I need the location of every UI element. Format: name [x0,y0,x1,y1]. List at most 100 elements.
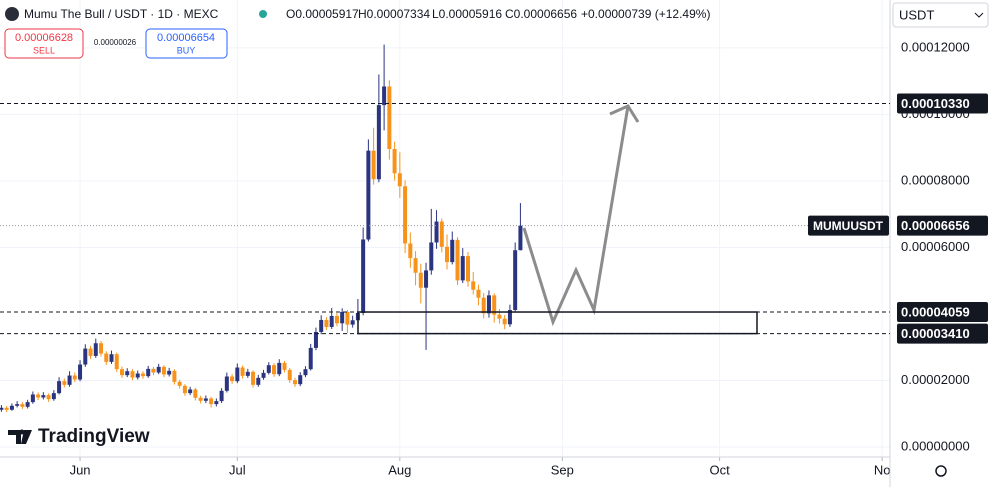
candle-body [303,369,308,376]
sell-price: 0.00006628 [15,32,73,44]
overlay: 0.00010330 0.00004059 0.00003410 MUMUUSDT 0.… [0,93,988,344]
projection-arrow [522,105,630,327]
support-zone [357,311,758,335]
candle-body [67,375,72,385]
arrow-head [609,104,640,123]
candle-body [371,150,376,180]
candle-body [350,320,355,325]
candle-body [403,186,408,244]
plot [0,44,523,413]
candle-body [445,246,450,263]
candle-body [308,347,313,370]
candle-body [245,371,250,376]
level-tag [897,323,988,344]
candle-body [20,404,25,407]
candle-body [298,375,303,385]
y-tick-label: 0.00006000 [901,239,970,254]
candle-body [324,319,329,327]
y-tick-label: 0.00000000 [901,438,970,453]
dropdown-caret [974,12,984,18]
candle-body [151,368,156,373]
candle-body [497,314,502,319]
candle-body [109,354,114,362]
candle-body [387,86,392,150]
buy-label: BUY [177,45,196,55]
candle-body [502,318,507,325]
candle-body [376,105,381,180]
x-tick-label: Aug [388,462,411,477]
candle-body [0,407,4,410]
x-tick-label: Oct [710,462,731,477]
ohlc-close: C0.00006656 [505,7,577,21]
status-dot [259,10,267,18]
sell-label: SELL [33,45,55,55]
candle-body [57,381,62,394]
level-tag [897,93,988,114]
candle-body [93,343,98,356]
ohlc-change: +0.00000739 (+12.49%) [581,7,710,21]
candle-body [125,371,130,376]
level-label: 0.00004059 [901,304,970,319]
candle-body [455,239,460,281]
candle-body [256,377,261,385]
settings-icon[interactable] [935,465,947,477]
candle-body [188,389,193,394]
currency: USDT [899,7,934,22]
candle-body [240,367,245,376]
candle-body [513,250,518,310]
candle-body [224,376,229,391]
candle-body [230,376,235,382]
candle-body [424,270,429,288]
candle-body [114,354,119,370]
symbol-tag [808,215,889,236]
last-price-tag [897,215,988,236]
candle-body [177,381,182,386]
candle-body [198,397,203,401]
candle-body [460,256,465,281]
candle-body [182,385,187,394]
spread: 0.00000026 [94,38,137,47]
candle-body [78,364,83,380]
candle-body [30,394,35,403]
ohlc-open: O0.00005917 [286,7,359,21]
y-tick-label: 0.00012000 [901,39,970,54]
buy-button[interactable] [145,28,228,59]
level-label: 0.00003410 [901,326,970,341]
candle-body [140,373,145,377]
candle-body [119,369,124,376]
candle-body [88,348,93,356]
sell-button[interactable] [4,28,84,59]
y-tick-label: 0.00002000 [901,372,970,387]
candle-body [41,395,46,398]
candle-body [235,367,240,382]
candle-body [135,373,140,378]
candle-body [486,295,491,314]
candle-body [450,239,455,263]
candle-body [434,221,439,243]
x-tick-label: No [874,462,891,477]
candle-body [272,365,277,375]
candle-body [130,371,135,378]
ohlc-low: L0.00005916 [432,7,502,21]
candle-body [193,389,198,398]
candle-body [104,353,109,362]
candle-body [481,297,486,314]
currency-select[interactable] [892,2,989,28]
x-tick-label: Sep [551,462,574,477]
candle-body [203,398,208,401]
brand-logo-dot [19,429,25,435]
candle-body [392,149,397,174]
candle-body [429,242,434,271]
candle-body [51,393,56,400]
candle-body [261,372,266,378]
candle-body [292,380,297,385]
candle-body [46,395,51,400]
candle-body [282,362,287,370]
grid: 0.00000000 0.00002000 0.00006000 0.00008000… [0,0,970,477]
candle-body [4,407,9,410]
candle-body [219,390,224,402]
brand-logo [8,430,32,444]
candle-body [36,394,41,398]
symbol-icon [5,7,19,21]
